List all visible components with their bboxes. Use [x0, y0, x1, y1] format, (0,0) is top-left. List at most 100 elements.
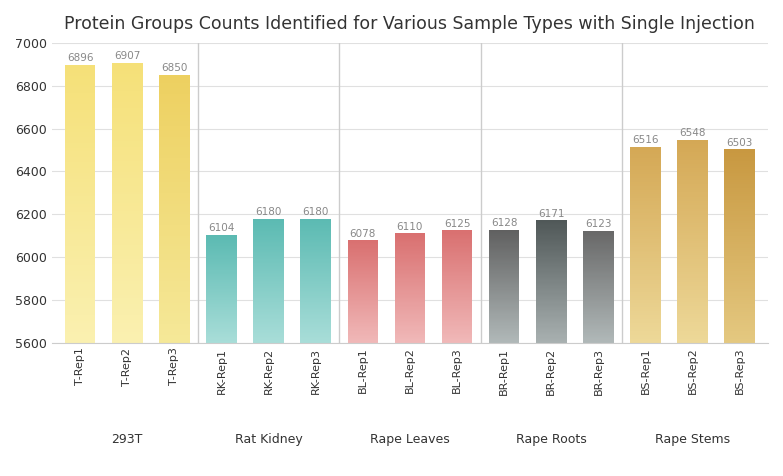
Bar — [677, 225, 708, 227]
Bar — [159, 327, 189, 329]
Bar — [348, 248, 378, 249]
Bar — [65, 312, 96, 315]
Bar — [630, 225, 661, 227]
Bar — [206, 282, 236, 283]
Bar — [724, 232, 755, 234]
Bar — [348, 245, 378, 246]
Bar — [395, 239, 425, 240]
Bar — [442, 330, 472, 331]
Bar — [630, 264, 661, 266]
Bar — [536, 248, 567, 250]
Bar — [395, 305, 425, 306]
Bar — [112, 284, 143, 287]
Bar — [583, 276, 614, 277]
Bar — [348, 297, 378, 298]
Bar — [630, 294, 661, 296]
Bar — [206, 326, 236, 327]
Bar — [301, 222, 331, 223]
Bar — [253, 248, 284, 249]
Bar — [536, 222, 567, 223]
Bar — [301, 289, 331, 290]
Bar — [253, 287, 284, 288]
Bar — [65, 262, 96, 265]
Bar — [301, 233, 331, 235]
Bar — [489, 306, 519, 307]
Bar — [489, 302, 519, 303]
Bar — [583, 340, 614, 342]
Bar — [112, 178, 143, 180]
Bar — [206, 309, 236, 310]
Bar — [677, 213, 708, 215]
Bar — [65, 315, 96, 318]
Bar — [724, 325, 755, 327]
Bar — [489, 336, 519, 337]
Bar — [253, 268, 284, 269]
Bar — [159, 193, 189, 196]
Bar — [112, 124, 143, 127]
Bar — [583, 267, 614, 268]
Bar — [583, 310, 614, 311]
Bar — [442, 268, 472, 269]
Bar — [206, 337, 236, 338]
Bar — [724, 209, 755, 211]
Bar — [395, 296, 425, 297]
Bar — [536, 241, 567, 242]
Bar — [301, 304, 331, 306]
Bar — [677, 208, 708, 211]
Bar — [630, 223, 661, 225]
Bar — [301, 282, 331, 283]
Bar — [724, 269, 755, 271]
Bar — [112, 105, 143, 108]
Bar — [630, 245, 661, 247]
Bar — [301, 316, 331, 317]
Bar — [677, 178, 708, 180]
Bar — [348, 287, 378, 288]
Bar — [630, 339, 661, 341]
Bar — [536, 230, 567, 231]
Bar — [630, 304, 661, 306]
Bar — [442, 265, 472, 266]
Bar — [206, 329, 236, 330]
Bar — [301, 317, 331, 318]
Bar — [724, 217, 755, 219]
Bar — [724, 296, 755, 298]
Bar — [677, 335, 708, 337]
Bar — [583, 263, 614, 264]
Bar — [677, 180, 708, 182]
Bar — [65, 285, 96, 287]
Bar — [206, 308, 236, 309]
Bar — [489, 318, 519, 319]
Bar — [677, 280, 708, 282]
Bar — [489, 337, 519, 338]
Bar — [206, 285, 236, 286]
Bar — [65, 93, 96, 96]
Bar — [583, 292, 614, 293]
Bar — [206, 250, 236, 251]
Bar — [489, 301, 519, 302]
Bar — [677, 284, 708, 286]
Bar — [630, 150, 661, 152]
Bar — [724, 273, 755, 275]
Bar — [724, 199, 755, 201]
Bar — [348, 243, 378, 245]
Bar — [112, 222, 143, 225]
Bar — [395, 274, 425, 275]
Bar — [395, 265, 425, 266]
Bar — [536, 268, 567, 269]
Bar — [112, 175, 143, 178]
Bar — [442, 274, 472, 275]
Bar — [395, 300, 425, 301]
Bar — [159, 230, 189, 233]
Bar — [112, 85, 143, 88]
Bar — [489, 286, 519, 288]
Bar — [253, 235, 284, 236]
Bar — [301, 231, 331, 232]
Bar — [489, 334, 519, 335]
Bar — [630, 176, 661, 178]
Bar — [253, 307, 284, 308]
Bar — [65, 323, 96, 326]
Bar — [677, 248, 708, 249]
Bar — [442, 264, 472, 265]
Bar — [583, 242, 614, 243]
Bar — [301, 340, 331, 341]
